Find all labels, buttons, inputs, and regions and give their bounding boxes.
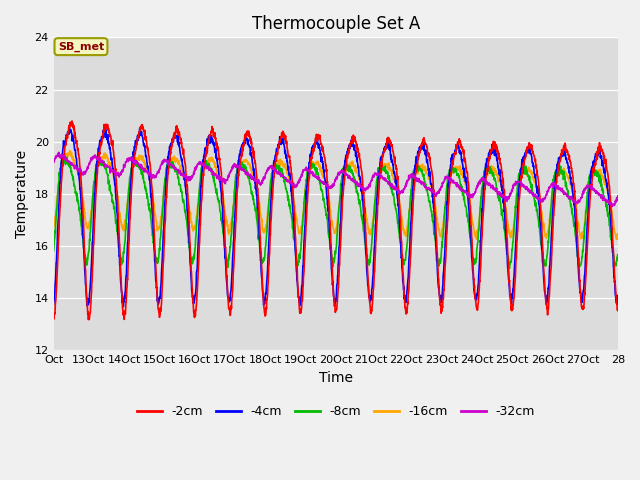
Line: -8cm: -8cm [54,157,618,268]
X-axis label: Time: Time [319,371,353,385]
Line: -16cm: -16cm [54,151,618,240]
-4cm [495,167,502,172]
-8cm [598,183,605,189]
-8cm [310,161,317,167]
-4cm [614,294,621,300]
-4cm [598,158,605,164]
-32cm [79,172,86,178]
-32cm [614,193,621,199]
-16cm [50,225,58,230]
-2cm [50,315,58,321]
-2cm [310,149,317,155]
-32cm [609,204,616,209]
-32cm [598,192,605,198]
-8cm [598,188,606,193]
-4cm [120,304,127,310]
-2cm [614,308,621,313]
Line: -4cm: -4cm [54,128,618,307]
-2cm [598,146,605,152]
-4cm [310,143,317,148]
-2cm [324,195,332,201]
-8cm [494,195,502,201]
-8cm [50,248,58,253]
-4cm [598,163,606,168]
-16cm [598,175,605,180]
-16cm [598,171,605,177]
-8cm [506,265,513,271]
-2cm [598,148,606,154]
-16cm [79,195,86,201]
-8cm [63,155,71,160]
-16cm [614,237,621,242]
-32cm [598,192,605,198]
-16cm [324,191,332,196]
Legend: -2cm, -4cm, -8cm, -16cm, -32cm: -2cm, -4cm, -8cm, -16cm, -32cm [132,400,540,423]
-16cm [494,177,502,182]
-2cm [85,317,93,323]
Title: Thermocouple Set A: Thermocouple Set A [252,15,420,33]
-2cm [68,118,76,124]
-32cm [494,191,502,196]
-2cm [79,209,86,215]
Line: -32cm: -32cm [54,152,618,206]
-2cm [495,155,502,161]
-32cm [310,169,317,175]
-8cm [614,252,621,258]
-4cm [324,211,332,217]
-8cm [324,230,332,236]
-4cm [50,301,58,307]
Line: -2cm: -2cm [54,121,618,320]
-32cm [324,182,332,188]
-4cm [79,224,86,229]
-32cm [55,149,63,155]
-16cm [66,148,74,154]
-4cm [136,125,143,131]
-16cm [310,161,317,167]
Text: SB_met: SB_met [58,41,104,52]
-8cm [79,235,86,240]
-32cm [50,160,58,166]
Y-axis label: Temperature: Temperature [15,150,29,238]
-16cm [614,231,621,237]
